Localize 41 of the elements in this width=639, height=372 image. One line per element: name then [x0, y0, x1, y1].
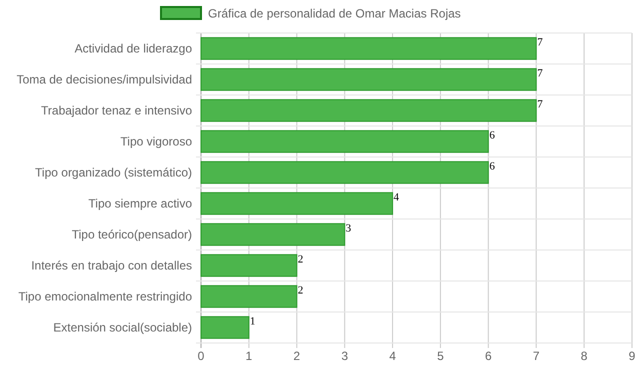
bar: [200, 285, 298, 308]
data-label: 7: [537, 98, 544, 111]
x-tick-label: 3: [341, 349, 348, 363]
x-tick-label: 5: [437, 349, 444, 363]
data-label: 6: [489, 160, 496, 173]
bar: [200, 161, 489, 184]
x-tick-label: 6: [484, 349, 492, 363]
data-label: 7: [537, 68, 544, 80]
bar: [200, 37, 537, 60]
x-tick-label: 2: [293, 349, 300, 363]
y-tick-label: Extensión social(sociable): [53, 320, 192, 334]
data-label: 4: [394, 192, 400, 204]
x-tick-label: 4: [389, 349, 396, 363]
bar: [200, 130, 489, 153]
legend-label: Gráfica de personalidad de Omar Macias Rojas: [208, 6, 461, 20]
x-tick-label: 9: [628, 349, 636, 363]
bar: [200, 254, 298, 277]
y-tick-label: Tipo teórico(pensador): [72, 228, 192, 242]
data-label: 3: [346, 222, 352, 235]
bar: [200, 68, 537, 91]
x-tick-label: 1: [246, 349, 253, 363]
y-tick-label: Tipo vigoroso: [120, 134, 192, 148]
x-tick-label: 0: [198, 349, 205, 363]
bar: [200, 99, 537, 122]
y-tick-label: Toma de decisiones/impulsividad: [16, 72, 192, 86]
data-label: 7: [537, 36, 544, 49]
bar: [200, 316, 250, 339]
x-tick-label: 8: [580, 349, 588, 363]
bar: [200, 223, 346, 246]
y-tick-label: Interés en trabajo con detalles: [31, 258, 192, 272]
y-tick-label: Actividad de liderazgo: [74, 42, 192, 56]
data-label: 1: [250, 316, 256, 328]
y-tick-label: Tipo organizado (sistemático): [35, 166, 192, 180]
y-tick-label: Tipo emocionalmente restringido: [18, 290, 192, 304]
x-tick-label: 7: [532, 349, 540, 363]
data-label: 6: [489, 130, 496, 142]
data-label: 2: [298, 284, 304, 297]
data-label: 2: [298, 254, 304, 266]
y-tick-label: Tipo siempre activo: [88, 196, 192, 210]
y-tick-label: Trabajador tenaz e intensivo: [41, 104, 192, 118]
bar: [200, 192, 394, 215]
